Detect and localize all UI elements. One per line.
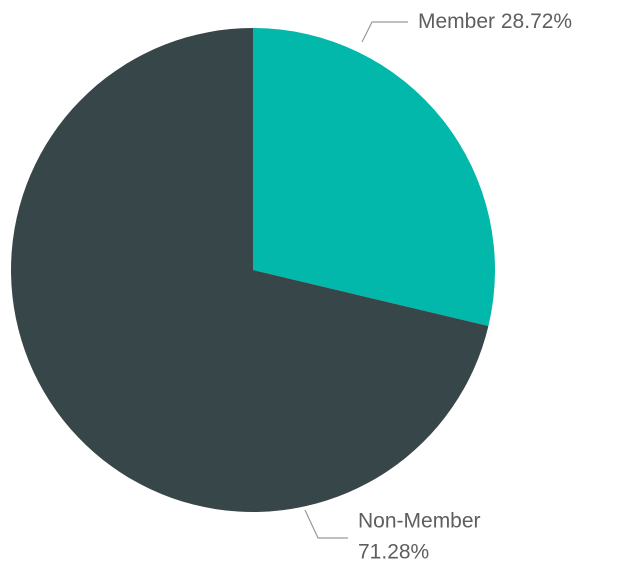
leader-line	[304, 509, 348, 539]
category-label: Non-Member	[358, 510, 481, 533]
data-label: Member 28.72%	[418, 10, 572, 33]
pie-slice	[10, 28, 489, 512]
value-label: 28.72%	[501, 10, 572, 33]
pie-slice	[253, 28, 495, 327]
leader-line	[361, 21, 408, 43]
value-label: 71.28%	[358, 541, 429, 564]
category-label: Member	[418, 10, 495, 33]
